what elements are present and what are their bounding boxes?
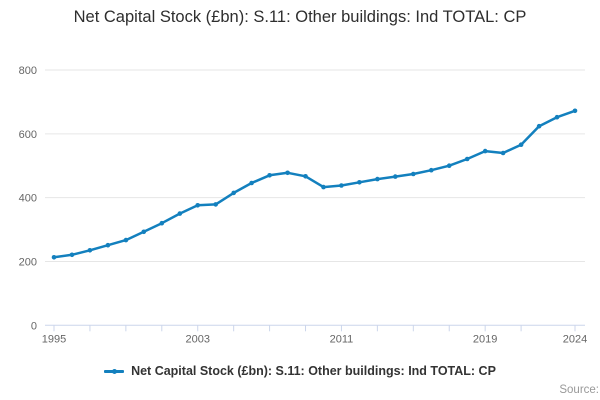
- data-point: [482, 148, 488, 154]
- data-point: [69, 252, 75, 258]
- data-point: [249, 180, 254, 186]
- x-tick-label: 1995: [42, 333, 66, 345]
- y-tick-label: 600: [19, 129, 37, 141]
- legend-series-label: Net Capital Stock (£bn): S.11: Other bui…: [131, 364, 496, 378]
- data-point: [572, 108, 578, 114]
- x-tick-label: 2003: [185, 333, 209, 345]
- data-point: [303, 174, 308, 179]
- data-point: [518, 142, 524, 147]
- y-tick-label: 800: [19, 65, 37, 77]
- data-point: [213, 202, 218, 207]
- data-point: [285, 170, 290, 176]
- y-tick-label: 400: [19, 193, 37, 205]
- data-point: [87, 248, 93, 253]
- data-point: [105, 242, 111, 248]
- data-point: [446, 163, 452, 168]
- data-point: [231, 190, 236, 196]
- y-tick-label: 0: [31, 320, 37, 332]
- data-point: [141, 229, 147, 235]
- data-point: [554, 114, 560, 120]
- data-point: [393, 174, 398, 179]
- y-axis-labels: 0 200 400 600 800: [19, 65, 37, 332]
- data-point: [267, 173, 272, 178]
- data-point: [321, 184, 326, 190]
- legend-line-marker-icon: [104, 366, 125, 376]
- data-point: [536, 123, 542, 129]
- data-point: [375, 176, 380, 182]
- data-point: [195, 203, 200, 208]
- y-gridlines: [45, 69, 585, 262]
- x-axis-ticks: [53, 325, 576, 332]
- data-point: [339, 183, 344, 188]
- x-tick-label: 2019: [473, 333, 497, 345]
- y-tick-label: 200: [19, 256, 37, 268]
- series-line: [52, 109, 577, 259]
- data-point: [51, 254, 57, 260]
- data-point: [357, 180, 362, 185]
- data-point: [429, 167, 434, 173]
- x-axis-labels: 1995 2003 2011 2019 2024: [42, 333, 587, 345]
- data-point: [464, 156, 470, 162]
- data-point: [123, 237, 129, 243]
- source-attribution: Source:: [559, 384, 599, 396]
- x-tick-label: 2024: [563, 333, 587, 345]
- chart-plot-area: 0 200 400 600 800 1995 2003 2011 2019 2024: [19, 65, 588, 345]
- legend-marker-dot: [111, 368, 118, 374]
- data-point: [177, 211, 183, 216]
- x-tick-label: 2011: [330, 333, 354, 345]
- chart-legend[interactable]: Net Capital Stock (£bn): S.11: Other bui…: [0, 364, 600, 378]
- data-point: [159, 220, 165, 226]
- data-point: [500, 150, 506, 156]
- series-markers: [51, 108, 578, 260]
- data-point: [411, 171, 416, 177]
- chart-title: Net Capital Stock (£bn): S.11: Other bui…: [73, 8, 527, 26]
